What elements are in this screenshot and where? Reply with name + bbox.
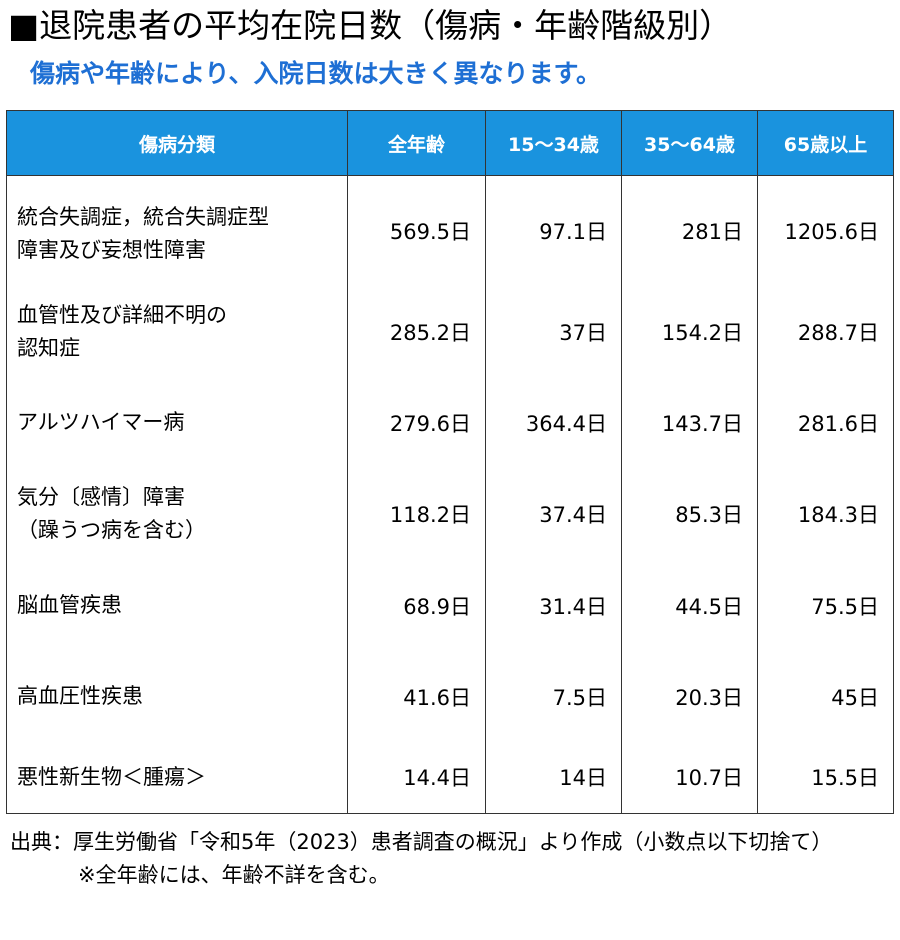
value-all-ages: 285.2日	[347, 285, 486, 378]
value-65-plus: 45日	[757, 651, 894, 742]
value-all-ages: 68.9日	[347, 559, 486, 652]
value-65-plus: 184.3日	[757, 467, 894, 560]
value-65-plus: 75.5日	[757, 559, 894, 652]
value-35-64: 143.7日	[621, 377, 758, 468]
disease-name-line1: 統合失調症，統合失調症型	[17, 204, 269, 229]
disease-name-line2: （躁うつ病を含む）	[17, 517, 206, 542]
value-15-34: 37.4日	[485, 467, 622, 560]
col-header-disease: 傷病分類	[6, 110, 348, 176]
value-15-34: 7.5日	[485, 651, 622, 742]
disease-cell: 血管性及び詳細不明の 認知症	[6, 285, 348, 378]
disease-cell: 気分〔感情〕障害 （躁うつ病を含む）	[6, 467, 348, 560]
source-note: 出典：厚生労働省「令和5年（2023）患者調査の概況」より作成（小数点以下切捨て…	[10, 830, 833, 854]
value-all-ages: 41.6日	[347, 651, 486, 742]
table-row: 悪性新生物＜腫瘍＞ 14.4日 14日 10.7日 15.5日	[6, 741, 894, 814]
age-unknown-note: ※全年齢には、年齢不詳を含む。	[78, 863, 390, 887]
length-of-stay-table: 傷病分類 全年齢 15～34歳 35～64歳 65歳以上 統合失調症，統合失調症…	[6, 110, 894, 814]
disease-name-line1: 血管性及び詳細不明の	[17, 302, 227, 327]
disease-name-line1: 脳血管疾患	[17, 593, 122, 617]
page-subtitle: 傷病や年齢により、入院日数は大きく異なります。	[30, 59, 602, 88]
value-15-34: 31.4日	[485, 559, 622, 652]
value-all-ages: 118.2日	[347, 467, 486, 560]
disease-name-line2: 認知症	[17, 335, 80, 360]
disease-name-line1: 悪性新生物＜腫瘍＞	[17, 764, 206, 789]
disease-name-line2: 障害及び妄想性障害	[17, 237, 206, 262]
col-header-all-ages: 全年齢	[347, 110, 486, 176]
value-65-plus: 15.5日	[757, 741, 894, 814]
value-65-plus: 1205.6日	[757, 175, 894, 286]
value-15-34: 14日	[485, 741, 622, 814]
value-35-64: 10.7日	[621, 741, 758, 814]
table-row: 血管性及び詳細不明の 認知症 285.2日 37日 154.2日 288.7日	[6, 285, 894, 378]
table-row: アルツハイマー病 279.6日 364.4日 143.7日 281.6日	[6, 377, 894, 468]
disease-cell: 高血圧性疾患	[6, 651, 348, 742]
table-notes: 出典：厚生労働省「令和5年（2023）患者調査の概況」より作成（小数点以下切捨て…	[10, 826, 894, 892]
table-row: 脳血管疾患 68.9日 31.4日 44.5日 75.5日	[6, 559, 894, 652]
table-header-row: 傷病分類 全年齢 15～34歳 35～64歳 65歳以上	[6, 110, 894, 176]
disease-cell: 悪性新生物＜腫瘍＞	[6, 741, 348, 814]
value-35-64: 281日	[621, 175, 758, 286]
table-row: 統合失調症，統合失調症型 障害及び妄想性障害 569.5日 97.1日 281日 …	[6, 175, 894, 286]
col-header-65-plus: 65歳以上	[757, 110, 894, 176]
page-title: ■退院患者の平均在院日数（傷病・年齢階級別）	[8, 6, 733, 45]
value-15-34: 37日	[485, 285, 622, 378]
value-35-64: 20.3日	[621, 651, 758, 742]
disease-cell: 脳血管疾患	[6, 559, 348, 652]
col-header-15-34: 15～34歳	[485, 110, 622, 176]
value-35-64: 85.3日	[621, 467, 758, 560]
value-all-ages: 569.5日	[347, 175, 486, 286]
value-15-34: 364.4日	[485, 377, 622, 468]
disease-name-line1: 高血圧性疾患	[17, 684, 143, 708]
table-row: 高血圧性疾患 41.6日 7.5日 20.3日 45日	[6, 651, 894, 742]
disease-name-line1: アルツハイマー病	[17, 410, 185, 434]
value-15-34: 97.1日	[485, 175, 622, 286]
value-all-ages: 279.6日	[347, 377, 486, 468]
value-all-ages: 14.4日	[347, 741, 486, 814]
disease-cell: アルツハイマー病	[6, 377, 348, 468]
col-header-35-64: 35～64歳	[621, 110, 758, 176]
value-35-64: 44.5日	[621, 559, 758, 652]
disease-name-line1: 気分〔感情〕障害	[17, 484, 185, 509]
disease-cell: 統合失調症，統合失調症型 障害及び妄想性障害	[6, 175, 348, 286]
value-35-64: 154.2日	[621, 285, 758, 378]
table-row: 気分〔感情〕障害 （躁うつ病を含む） 118.2日 37.4日 85.3日 184…	[6, 467, 894, 560]
value-65-plus: 288.7日	[757, 285, 894, 378]
value-65-plus: 281.6日	[757, 377, 894, 468]
